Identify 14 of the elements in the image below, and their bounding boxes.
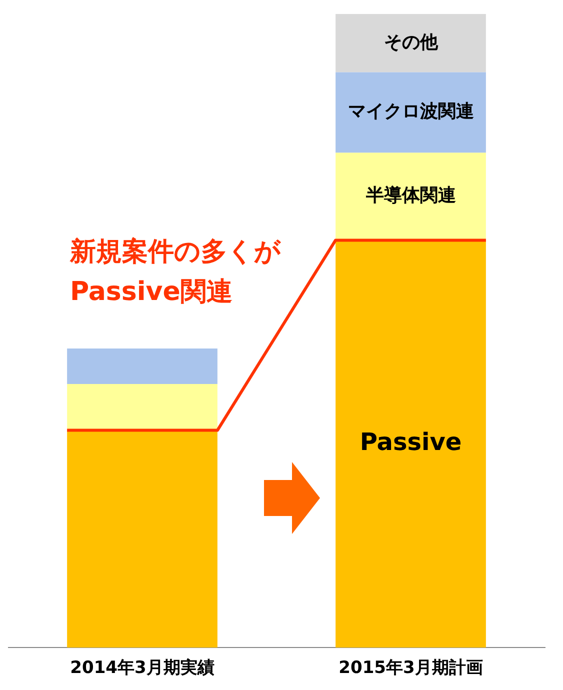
bar (336, 240, 486, 648)
x-tick-label: 2014年3月期実績 (70, 658, 214, 678)
annotation: 新規案件の多くが Passive関連 (69, 236, 282, 307)
x-tick-label: 2015年3月期計画 (338, 658, 483, 678)
series-label: 半導体関連 (364, 185, 456, 206)
bar (67, 430, 218, 648)
bar (336, 152, 486, 240)
bar (336, 72, 486, 153)
bar (67, 348, 218, 384)
series-label: Passive (360, 428, 462, 456)
bar (336, 14, 486, 72)
series-label: その他 (384, 32, 439, 53)
series-label: マイクロ波関連 (348, 101, 474, 122)
bar (67, 384, 218, 430)
